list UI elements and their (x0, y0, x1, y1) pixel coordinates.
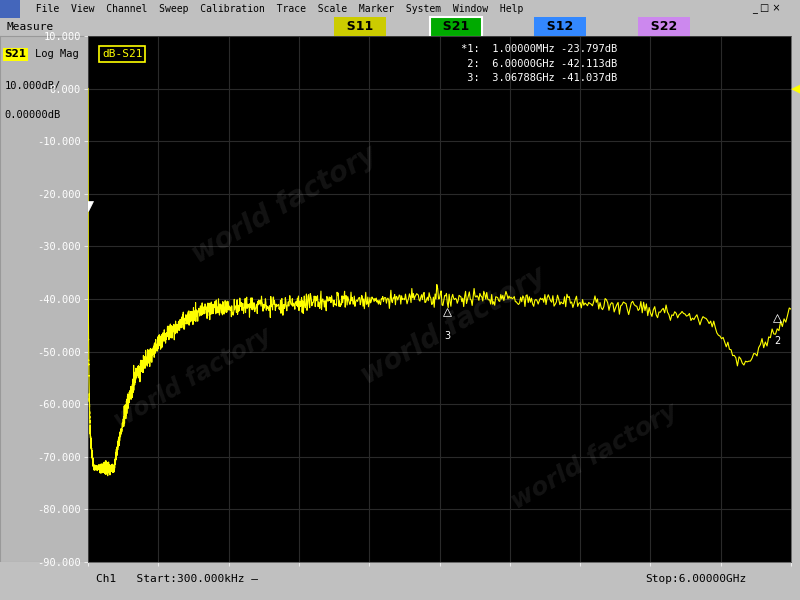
Bar (0, 0, 20, 18)
Text: *1:  1.00000MHz -23.797dB
 2:  6.00000GHz -42.113dB
 3:  3.06788GHz -41.037dB: *1: 1.00000MHz -23.797dB 2: 6.00000GHz -… (461, 44, 617, 83)
Text: Log Mag: Log Mag (35, 49, 79, 59)
Text: S22: S22 (642, 20, 686, 34)
Text: Measure: Measure (6, 22, 54, 32)
Text: Stop:6.00000GHz: Stop:6.00000GHz (646, 574, 746, 584)
Text: File  View  Channel  Sweep  Calibration  Trace  Scale  Marker  System  Window  H: File View Channel Sweep Calibration Trac… (24, 4, 523, 14)
Text: S11: S11 (338, 20, 382, 34)
Text: ◀: ◀ (791, 81, 800, 96)
Text: 2: 2 (774, 337, 780, 346)
Text: world factory: world factory (356, 261, 551, 389)
Text: world factory: world factory (110, 323, 277, 433)
Text: S12: S12 (538, 20, 582, 34)
Text: 10.000dB/: 10.000dB/ (5, 81, 61, 91)
Text: 0.00000dB: 0.00000dB (5, 110, 61, 119)
Text: world factory: world factory (506, 400, 682, 514)
Text: world factory: world factory (187, 140, 382, 269)
Text: _ □ ×: _ □ × (752, 4, 781, 14)
Text: dB-S21: dB-S21 (102, 49, 142, 59)
Text: S21: S21 (5, 49, 26, 59)
Text: S21: S21 (434, 20, 478, 34)
Text: Ch1   Start:300.000kHz —: Ch1 Start:300.000kHz — (96, 574, 258, 584)
Text: 3: 3 (444, 331, 450, 341)
